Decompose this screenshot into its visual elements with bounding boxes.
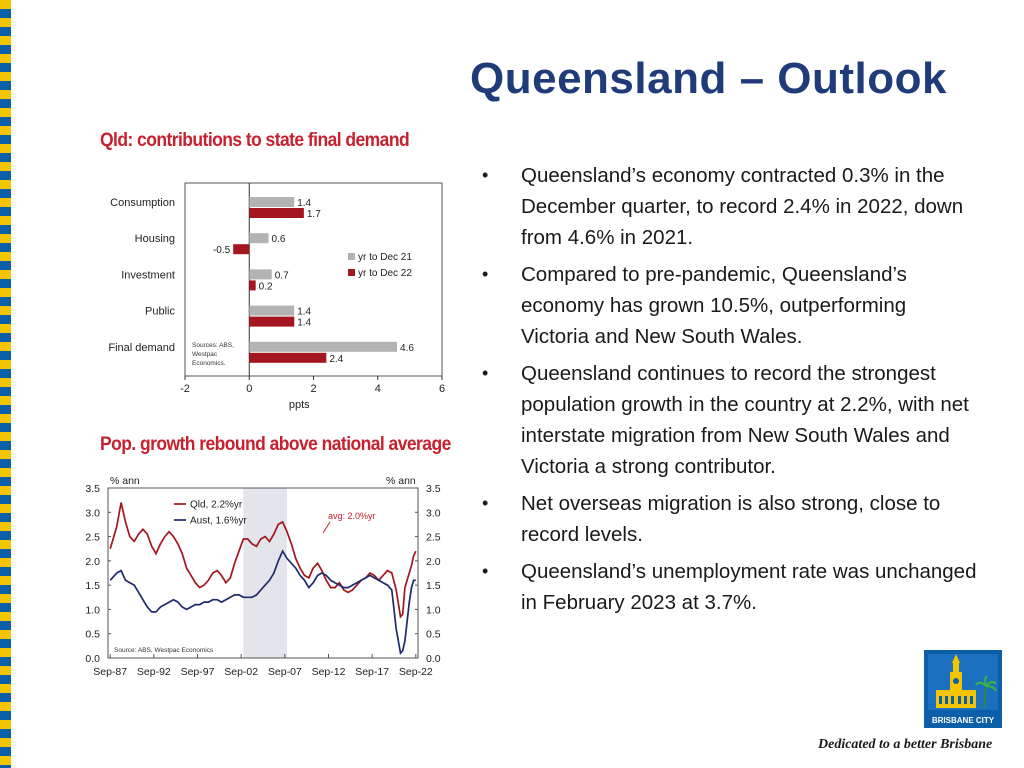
bar-dec21: [249, 305, 295, 316]
source-note-text: Sources: ABS,: [192, 342, 234, 349]
bullet-item: • Queensland’s economy contracted 0.3% in…: [478, 160, 978, 253]
y-axis-label-right: % ann: [386, 475, 416, 487]
x-tick-label: Sep-22: [399, 666, 433, 678]
bullet-dot-icon: •: [482, 493, 489, 513]
bar-value-label: -0.5: [213, 245, 231, 256]
x-tick-label: Sep-87: [93, 666, 127, 678]
bar-dec22: [249, 208, 304, 218]
shaded-period: [243, 488, 288, 658]
bullet-item: • Compared to pre-pandemic, Queensland’s …: [478, 259, 978, 352]
x-axis-label: ppts: [289, 399, 310, 411]
bar-value-label: 4.6: [400, 343, 414, 354]
legend-swatch: [348, 253, 355, 260]
y-tick-label-right: 0.5: [426, 629, 441, 641]
y-tick-label-right: 3.0: [426, 507, 441, 519]
bullet-text: Queensland continues to record the stron…: [521, 362, 969, 478]
bar-dec22: [233, 244, 250, 255]
x-tick-label: Sep-92: [137, 666, 171, 678]
bar-dec21: [249, 269, 272, 280]
avg-annotation: avg: 2.0%yr: [328, 511, 376, 521]
category-label: Housing: [135, 233, 175, 245]
bar-dec22: [249, 280, 256, 291]
slide-title: Queensland – Outlook: [470, 54, 947, 103]
bar-dec22: [249, 316, 295, 327]
city-hall-icon: [924, 650, 1002, 728]
x-tick-label: -2: [180, 383, 190, 395]
y-tick-label-left: 2.0: [85, 556, 100, 568]
brisbane-city-logo: BRISBANE CITY: [924, 650, 1002, 728]
bar-value-label: 1.4: [297, 318, 311, 329]
logo-label: BRISBANE CITY: [931, 716, 995, 725]
x-tick-label: Sep-07: [268, 666, 302, 678]
legend-label: Aust, 1.6%yr: [190, 516, 247, 527]
y-tick-label-left: 0.0: [85, 653, 100, 665]
y-tick-label-right: 2.5: [426, 532, 441, 544]
x-tick-label: Sep-02: [224, 666, 258, 678]
bar-dec21: [249, 233, 269, 244]
y-tick-label-right: 1.5: [426, 580, 441, 592]
bullet-item: • Net overseas migration is also strong, …: [478, 488, 978, 550]
bullet-dot-icon: •: [482, 561, 489, 581]
category-label: Public: [145, 306, 175, 318]
legend-label: yr to Dec 21: [358, 252, 412, 263]
series-line-aust: [109, 549, 416, 655]
y-tick-label-right: 0.0: [426, 653, 441, 665]
category-label: Investment: [121, 269, 175, 281]
y-tick-label-right: 2.0: [426, 556, 441, 568]
y-tick-label-right: 1.0: [426, 604, 441, 616]
y-tick-label-left: 2.5: [85, 532, 100, 544]
plot-frame: [107, 487, 419, 659]
legend-swatch: [348, 269, 355, 276]
avg-annotation-pointer: [322, 521, 331, 534]
bullet-item: • Queensland continues to record the stro…: [478, 358, 978, 482]
x-tick-label: 6: [439, 383, 445, 395]
bar-dec21: [249, 197, 295, 207]
chart-title-final-demand: Qld: contributions to state final demand: [100, 130, 410, 151]
bullet-dot-icon: •: [482, 264, 489, 284]
legend-label: Qld, 2.2%yr: [190, 500, 243, 511]
bar-dec22: [249, 352, 327, 363]
outlook-bullet-list: • Queensland’s economy contracted 0.3% in…: [478, 160, 978, 624]
population-growth-line-chart: 0.0 0.0 0.5 0.5 1.0 1.0 1.5 1.5 2.0 2.0 2.5 2.5 3.0 3…: [85, 475, 441, 678]
source-note-text: Economics.: [192, 360, 226, 367]
chart-title-population-growth: Pop. growth rebound above national avera…: [100, 434, 451, 455]
bullet-item: • Queensland’s unemployment rate was unch…: [478, 556, 978, 618]
y-tick-label-left: 1.5: [85, 580, 100, 592]
y-tick-label-left: 0.5: [85, 629, 100, 641]
y-tick-label-left: 3.5: [85, 483, 100, 495]
x-tick-label: Sep-97: [181, 666, 215, 678]
bar-value-label: 1.4: [297, 307, 311, 318]
y-axis-label-left: % ann: [110, 475, 140, 487]
left-decorative-border: [0, 0, 11, 768]
x-tick-label: 2: [310, 383, 316, 395]
bar-value-label: 0.7: [275, 270, 289, 281]
x-tick-label: 0: [246, 383, 252, 395]
bar-value-label: 0.2: [259, 281, 273, 292]
bullet-dot-icon: •: [482, 363, 489, 383]
bullet-text: Queensland’s unemployment rate was uncha…: [521, 560, 977, 614]
y-tick-label-left: 1.0: [85, 604, 100, 616]
y-tick-label-right: 3.5: [426, 483, 441, 495]
bullet-text: Net overseas migration is also strong, c…: [521, 492, 941, 546]
x-tick-label: Sep-17: [355, 666, 389, 678]
y-tick-label-left: 3.0: [85, 507, 100, 519]
bullet-text: Queensland’s economy contracted 0.3% in …: [521, 164, 964, 249]
category-label: Consumption: [110, 197, 175, 209]
tagline: Dedicated to a better Brisbane: [818, 737, 993, 752]
x-tick-label: Sep-12: [312, 666, 346, 678]
bar-value-label: 1.4: [297, 198, 311, 209]
bar-dec21: [249, 341, 398, 352]
bullet-text: Compared to pre-pandemic, Queensland’s e…: [521, 263, 907, 348]
bar-value-label: 1.7: [307, 209, 321, 220]
source-note-text: Westpac: [192, 351, 218, 358]
source-note-text: Source: ABS, Westpac Economics: [114, 647, 214, 654]
x-tick-label: 4: [375, 383, 381, 395]
bar-value-label: 0.6: [272, 234, 286, 245]
bar-value-label: 2.4: [329, 354, 343, 365]
legend-label: yr to Dec 22: [358, 268, 412, 279]
bullet-dot-icon: •: [482, 165, 489, 185]
category-label: Final demand: [108, 342, 175, 354]
